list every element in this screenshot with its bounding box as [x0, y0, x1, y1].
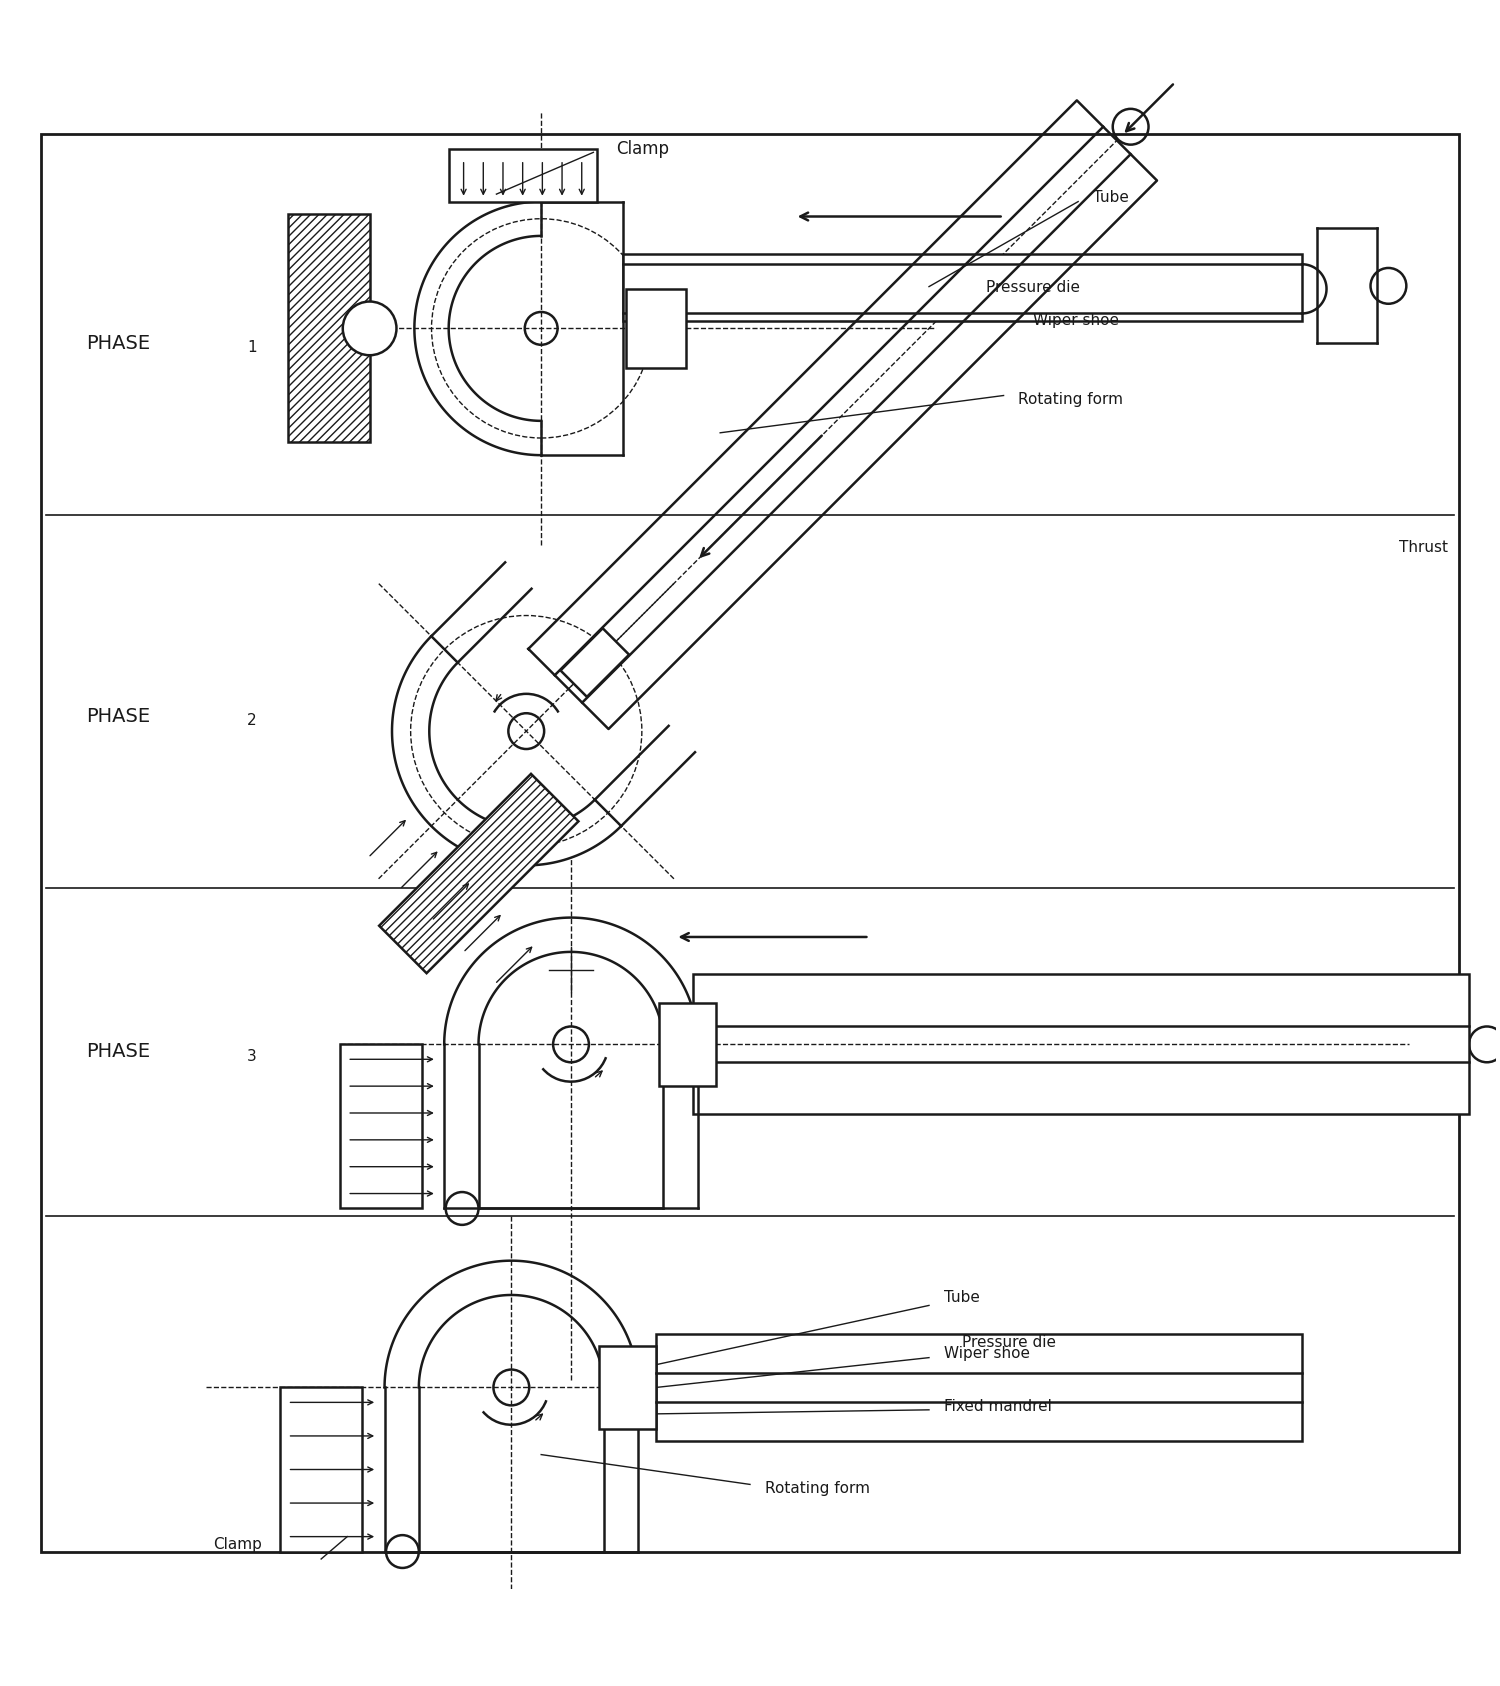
- Text: Clamp: Clamp: [615, 140, 669, 158]
- Bar: [622, 255, 1302, 320]
- Text: Thrust: Thrust: [1400, 540, 1447, 555]
- Text: Tube: Tube: [1094, 189, 1130, 204]
- Text: Rotating form: Rotating form: [1019, 393, 1124, 408]
- Text: 2: 2: [248, 713, 256, 728]
- Text: Tube: Tube: [944, 1290, 980, 1305]
- Text: 3: 3: [248, 1049, 256, 1064]
- Text: Fixed mandrel: Fixed mandrel: [944, 1399, 1052, 1415]
- Bar: [340, 1044, 422, 1209]
- Text: PHASE: PHASE: [86, 706, 150, 725]
- Text: Wiper shoe: Wiper shoe: [944, 1345, 1030, 1361]
- Text: Pressure die: Pressure die: [987, 280, 1080, 295]
- Text: PHASE: PHASE: [86, 1042, 150, 1060]
- Text: Wiper shoe: Wiper shoe: [1034, 314, 1119, 329]
- Text: Clamp: Clamp: [213, 1536, 262, 1551]
- Bar: [658, 1003, 716, 1086]
- Bar: [626, 288, 686, 368]
- Circle shape: [344, 302, 396, 356]
- Bar: [600, 1345, 656, 1430]
- Bar: [561, 629, 628, 696]
- Text: PHASE: PHASE: [86, 334, 150, 352]
- Bar: [380, 774, 579, 973]
- Bar: [693, 975, 1468, 1114]
- Text: Pressure die: Pressure die: [962, 1335, 1056, 1350]
- Bar: [280, 1388, 362, 1551]
- Bar: [288, 214, 369, 442]
- Bar: [448, 150, 597, 202]
- Text: Rotating form: Rotating form: [765, 1482, 870, 1497]
- Text: 1: 1: [248, 341, 256, 356]
- Bar: [656, 1334, 1302, 1442]
